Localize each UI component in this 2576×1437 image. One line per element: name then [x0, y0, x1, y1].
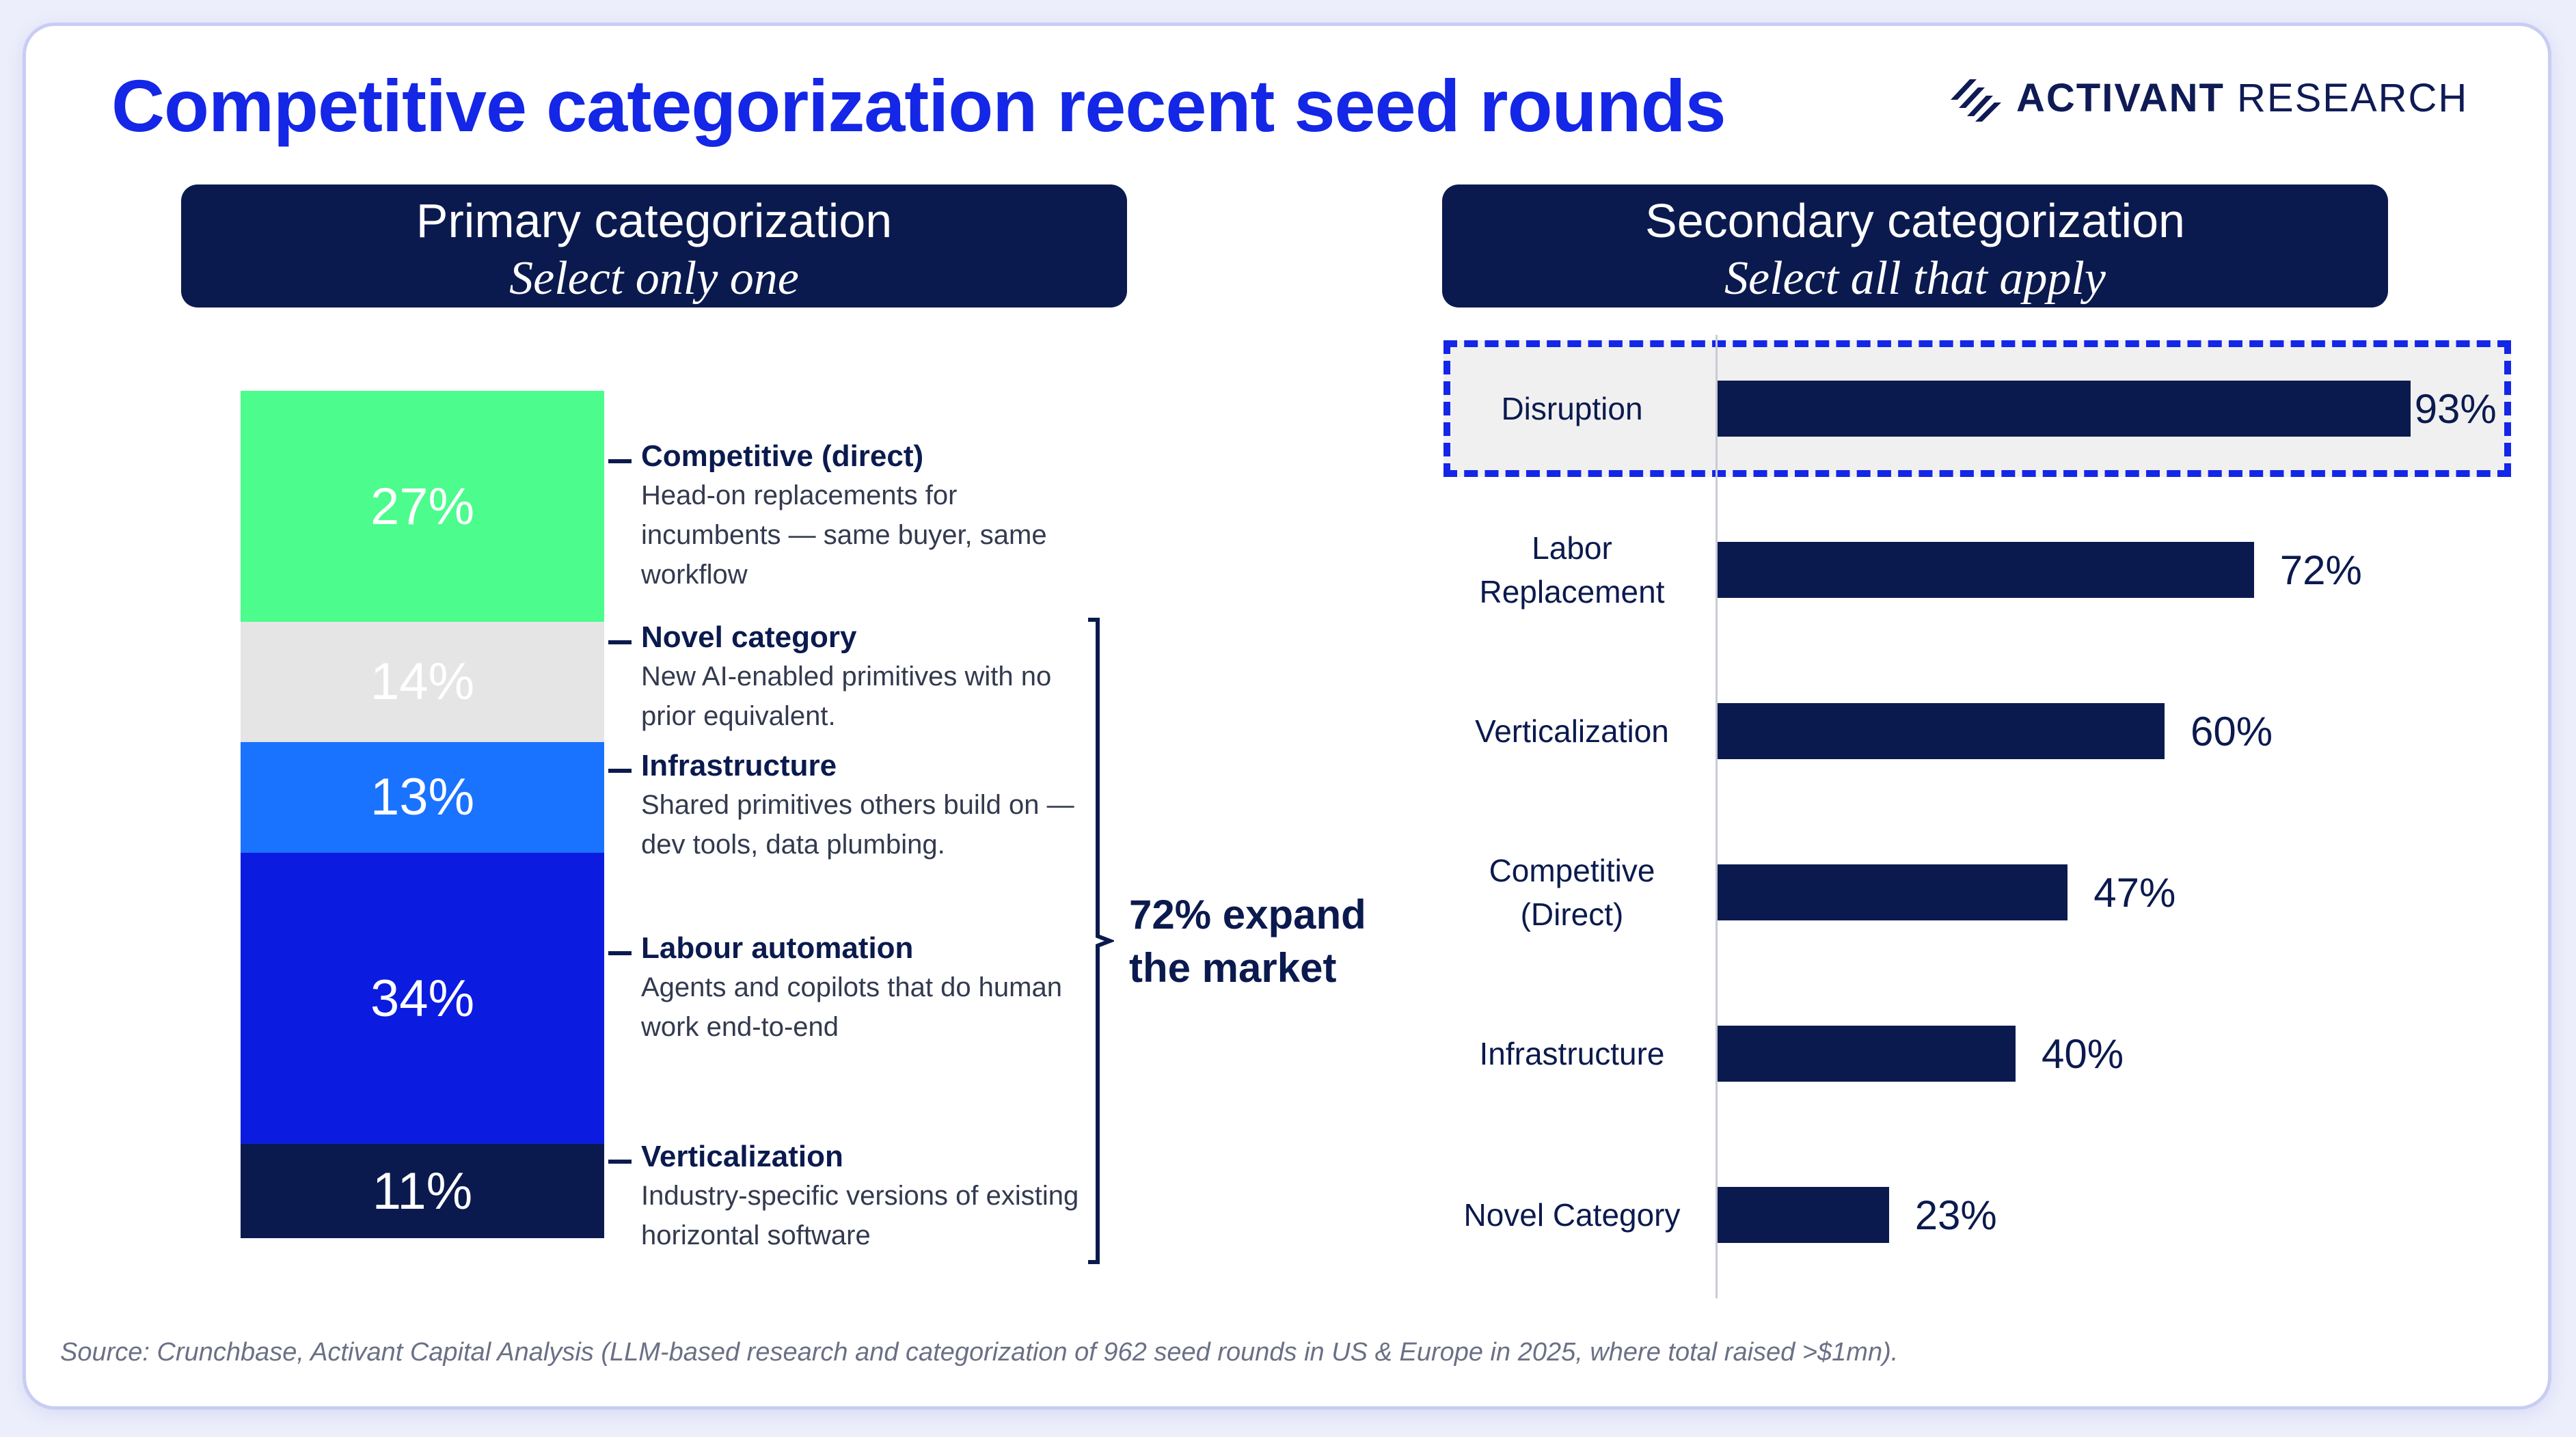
value-label-novel-category: 23% — [1914, 1192, 1997, 1238]
category-label-disruption: Disruption — [1435, 387, 1709, 430]
chart-axis-line — [1716, 335, 1718, 1298]
secondary-bar-chart: Disruption 93% Labor Replacement 72% Vertical… — [1435, 335, 2529, 1305]
primary-header-title: Primary categorization — [416, 194, 893, 247]
category-label-infrastructure: Infrastructure — [1435, 1032, 1709, 1076]
annotation-tick — [608, 769, 632, 773]
annotation-tick — [608, 1160, 632, 1164]
annotation-infrastructure: Infrastructure Shared primitives others b… — [608, 747, 1100, 864]
annotation-label: Competitive (direct) — [641, 439, 924, 473]
brand-name: ACTIVANT RESEARCH — [2016, 75, 2468, 121]
segment-value-label: 27% — [370, 477, 475, 536]
annotation-description: Shared primitives others build on — dev … — [641, 790, 1074, 860]
primary-header: Primary categorization Select only one — [181, 184, 1127, 307]
segment-verticalization: 11% — [241, 1144, 604, 1238]
primary-stacked-bar: 27% 14% 13% 34% 11% — [241, 391, 604, 1238]
annotation-competitive-direct: Competitive (direct) Head-on replacements… — [608, 437, 1100, 594]
annotation-label: Verticalization — [641, 1140, 843, 1173]
bar-verticalization — [1718, 703, 2165, 759]
bar-competitive-direct — [1718, 864, 2068, 920]
source-note: Source: Crunchbase, Activant Capital Ana… — [60, 1338, 1899, 1367]
category-label-line: Replacement — [1479, 574, 1665, 610]
expand-market-label: 72% expand the market — [1129, 888, 1366, 995]
segment-value-label: 14% — [370, 653, 475, 711]
page-title: Competitive categorization recent seed r… — [111, 64, 1726, 147]
annotation-labour-automation: Labour automation Agents and copilots tha… — [608, 929, 1100, 1047]
value-label-infrastructure: 40% — [2042, 1031, 2124, 1077]
value-label-disruption: 93% — [2414, 386, 2497, 432]
secondary-header-title: Secondary categorization — [1645, 194, 2185, 247]
brand-name-bold: ACTIVANT — [2016, 75, 2225, 120]
annotation-description: Head-on replacements for incumbents — sa… — [641, 480, 1047, 590]
expand-market-line-1: 72% expand — [1129, 892, 1366, 938]
category-label-novel-category: Novel Category — [1435, 1193, 1709, 1237]
segment-labour-automation: 34% — [241, 853, 604, 1145]
category-label-verticalization: Verticalization — [1435, 709, 1709, 753]
expand-market-line-2: the market — [1129, 945, 1337, 991]
segment-value-label: 34% — [370, 969, 475, 1028]
bar-labor-replacement — [1718, 542, 2254, 598]
secondary-header-subtitle: Select all that apply — [1724, 252, 2106, 305]
annotation-tick — [608, 640, 632, 644]
bar-novel-category — [1718, 1187, 1889, 1243]
category-label-line: Labor — [1532, 530, 1612, 566]
segment-competitive-direct: 27% — [241, 391, 604, 622]
category-label-labor-replacement: Labor Replacement — [1435, 526, 1709, 614]
category-label-line: Novel Category — [1463, 1197, 1681, 1233]
expand-bracket — [1088, 618, 1114, 1264]
annotation-label: Novel category — [641, 620, 857, 654]
annotation-tick — [608, 459, 632, 463]
value-label-competitive-direct: 47% — [2093, 870, 2176, 916]
annotation-novel-category: Novel category New AI-enabled primitives … — [608, 618, 1100, 736]
annotation-label: Labour automation — [641, 931, 914, 965]
bar-disruption — [1718, 381, 2411, 437]
category-label-line: Disruption — [1501, 391, 1643, 426]
category-label-line: Infrastructure — [1479, 1036, 1665, 1071]
annotation-description: New AI-enabled primitives with no prior … — [641, 661, 1052, 731]
segment-value-label: 11% — [372, 1162, 473, 1220]
category-label-competitive-direct: Competitive (Direct) — [1435, 849, 1709, 936]
value-label-labor-replacement: 72% — [2279, 547, 2362, 593]
segment-infrastructure: 13% — [241, 741, 604, 853]
bar-infrastructure — [1718, 1026, 2016, 1082]
primary-header-subtitle: Select only one — [509, 252, 799, 305]
category-label-line: (Direct) — [1520, 897, 1624, 932]
brand-logo: ACTIVANT RESEARCH — [1949, 74, 2468, 122]
stripes-logo-icon — [1951, 79, 2001, 122]
value-label-verticalization: 60% — [2191, 709, 2273, 754]
annotation-label: Infrastructure — [641, 749, 837, 782]
segment-novel-category: 14% — [241, 622, 604, 742]
annotation-tick — [608, 951, 632, 955]
annotation-verticalization: Verticalization Industry-specific version… — [608, 1138, 1100, 1255]
category-label-line: Competitive — [1489, 853, 1655, 888]
brand-name-rest: RESEARCH — [2224, 75, 2469, 120]
segment-value-label: 13% — [370, 768, 475, 827]
annotation-description: Agents and copilots that do human work e… — [641, 972, 1062, 1042]
annotation-description: Industry-specific versions of existing h… — [641, 1181, 1079, 1250]
secondary-header: Secondary categorization Select all that… — [1442, 184, 2388, 307]
category-label-line: Verticalization — [1475, 713, 1669, 749]
